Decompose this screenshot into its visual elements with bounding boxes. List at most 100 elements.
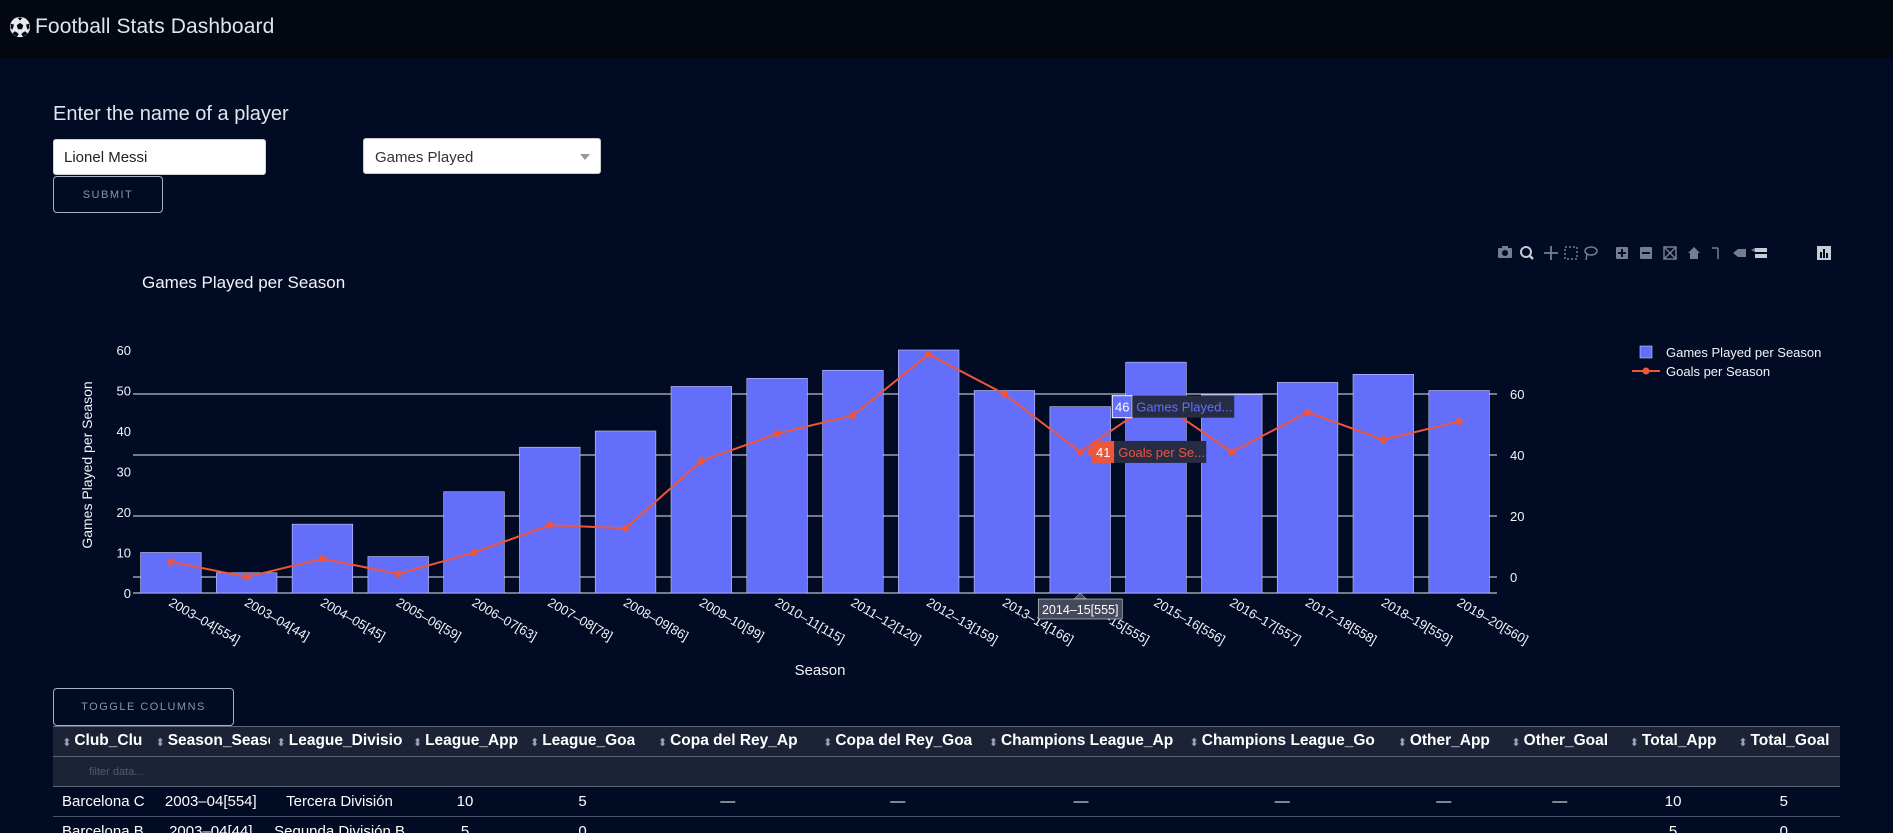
y-tick-label: 40 (117, 424, 131, 439)
column-header-label: Total_Goal (1750, 732, 1830, 750)
hover-x-box (1037, 598, 1123, 620)
column-header[interactable]: ⬍ League_Goa (521, 726, 645, 757)
table-filter-row[interactable]: filter data... (53, 756, 1840, 787)
hover-compare-icon[interactable] (1751, 248, 1767, 258)
column-header[interactable]: ⬍ Other_Goal (1500, 726, 1619, 757)
table-row[interactable]: Barcelona C 2003–04[554] Tercera División 1… (53, 786, 1840, 817)
hover-x-label: 2014–15[555] (1042, 603, 1118, 617)
y-tick-label: 50 (117, 384, 131, 399)
y2-tick-label: 20 (1510, 509, 1524, 524)
table-cell (1500, 816, 1619, 833)
pan-icon[interactable] (1544, 246, 1558, 260)
column-header[interactable]: ⬍ Copa del Rey_Goa (811, 726, 985, 757)
submit-button[interactable]: SUBMIT (53, 176, 163, 213)
y-tick-label: 10 (117, 546, 131, 561)
table-cell: 10 (1618, 786, 1728, 817)
column-header[interactable]: ⬍ Total_App (1618, 726, 1728, 757)
column-header[interactable]: ⬍ League_Divisio (270, 726, 409, 757)
stat-dropdown[interactable]: Games Played (363, 138, 601, 174)
box-select-icon[interactable] (1564, 246, 1578, 260)
hover-closest-icon[interactable] (1733, 249, 1746, 257)
filter-input[interactable]: filter data... (53, 756, 1840, 787)
line-point (1000, 390, 1008, 398)
y2-tick-label: 60 (1510, 387, 1524, 402)
hover-line-value-box (1092, 440, 1115, 463)
table-cell: 5 (521, 786, 645, 817)
line-point (1076, 448, 1084, 456)
sort-icon[interactable]: ⬍ (529, 736, 540, 749)
hover-line-pointer (1086, 445, 1093, 458)
bar (1276, 382, 1339, 594)
sort-icon[interactable]: ⬍ (276, 736, 286, 749)
line-point (243, 573, 251, 581)
sort-icon[interactable]: ⬍ (1738, 736, 1748, 749)
x-tick-label: 2004–05[45] (318, 595, 388, 644)
zoom-in-icon[interactable] (1616, 247, 1628, 259)
line-point (470, 549, 478, 557)
y-tick-label: 0 (124, 586, 131, 601)
sort-icon[interactable]: ⬍ (1511, 736, 1521, 749)
column-header-label: Season_Seaso (167, 732, 271, 750)
line-point (1304, 408, 1312, 416)
sort-icon[interactable]: ⬍ (412, 736, 423, 749)
column-header-label: Club_Clu (74, 732, 143, 750)
lasso-icon[interactable] (1584, 246, 1598, 261)
table-cell (1177, 816, 1387, 833)
bar (973, 390, 1036, 594)
column-header[interactable]: ⬍ Other_App (1386, 726, 1501, 757)
x-tick-label: 2015–16[556] (1152, 595, 1228, 648)
x-tick-label: 2018–19[559] (1379, 595, 1455, 648)
table-row[interactable]: Barcelona B 2003–04[44] Segunda División B… (53, 816, 1840, 833)
x-tick-label: 2006–07[63] (470, 595, 540, 644)
table-cell (811, 816, 985, 833)
column-header[interactable]: ⬍ League_App (408, 726, 522, 757)
plotly-logo-icon[interactable] (1817, 246, 1831, 260)
sort-icon[interactable]: ⬍ (823, 736, 833, 749)
sort-icon[interactable]: ⬍ (155, 736, 165, 749)
table-cell: 5 (408, 816, 522, 833)
column-header[interactable]: ⬍ Club_Clu (53, 726, 152, 757)
line-point (849, 411, 857, 419)
toggle-columns-button[interactable]: TOGGLE COLUMNS (53, 688, 234, 726)
sort-icon[interactable]: ⬍ (1189, 736, 1199, 749)
spike-lines-icon[interactable] (1712, 247, 1719, 259)
hover-line-label-box (1114, 440, 1207, 463)
chevron-down-icon[interactable] (580, 154, 590, 160)
chart-modebar (1498, 246, 1831, 261)
sort-icon[interactable]: ⬍ (988, 736, 998, 749)
line-point (925, 350, 933, 358)
column-header[interactable]: ⬍ Season_Seaso (151, 726, 271, 757)
player-name-input[interactable] (53, 139, 266, 175)
table-cell: — (984, 786, 1178, 817)
reset-axes-icon[interactable] (1688, 247, 1700, 259)
x-tick-label: 2010–11[115] (773, 595, 848, 647)
line-point (697, 457, 705, 465)
sort-icon[interactable]: ⬍ (1397, 736, 1407, 749)
table-cell: Segunda División B (270, 816, 409, 833)
sort-icon[interactable]: ⬍ (657, 736, 668, 749)
y-tick-label: 60 (117, 343, 131, 358)
chart-title: Games Played per Season (142, 273, 345, 292)
column-header[interactable]: ⬍ Copa del Rey_Ap (644, 726, 812, 757)
camera-icon[interactable] (1498, 246, 1512, 258)
table-cell: — (1177, 786, 1387, 817)
bar (216, 572, 278, 594)
column-header[interactable]: ⬍ Champions League_Ap (984, 726, 1178, 757)
line-point (394, 570, 402, 578)
zoom-out-icon[interactable] (1640, 247, 1652, 259)
sort-icon[interactable]: ⬍ (1629, 736, 1639, 749)
column-header-label: League_Divisio (288, 732, 403, 750)
brand[interactable]: Football Stats Dashboard (9, 15, 274, 39)
column-header[interactable]: ⬍ Champions League_Go (1177, 726, 1387, 757)
x-tick-label: 2009–10[99] (697, 595, 767, 644)
table-cell: 5 (1727, 786, 1840, 817)
bar (898, 349, 960, 594)
zoom-icon[interactable] (1520, 246, 1534, 260)
column-header[interactable]: ⬍ Total_Goal (1727, 726, 1840, 757)
column-header-label: Champions League_Go (1201, 732, 1375, 750)
autoscale-icon[interactable] (1663, 246, 1677, 260)
sort-icon[interactable]: ⬍ (62, 736, 72, 749)
hover-line-label: Goals per Se... (1118, 445, 1205, 460)
table-cell: 10 (408, 786, 522, 817)
bar (822, 369, 884, 594)
